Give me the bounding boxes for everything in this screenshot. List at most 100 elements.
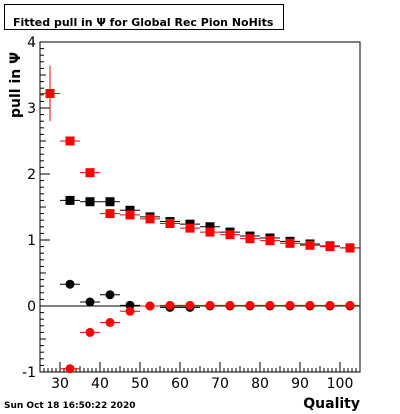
data-point: [60, 136, 80, 146]
square-marker: [105, 209, 115, 219]
circle-marker: [85, 327, 95, 337]
circle-marker: [305, 300, 315, 310]
data-point: [260, 300, 280, 310]
data-point: [280, 300, 300, 310]
data-point: [100, 290, 120, 300]
square-marker: [125, 205, 135, 215]
circle-marker: [145, 301, 155, 311]
data-point: [300, 240, 320, 250]
data-point: [180, 223, 200, 233]
square-marker: [205, 227, 215, 237]
data-marks: [40, 65, 360, 374]
square-marker: [345, 243, 355, 253]
circle-marker: [265, 300, 275, 310]
square-marker: [245, 234, 255, 244]
data-point: [280, 238, 300, 248]
square-marker: [145, 214, 155, 224]
square-marker: [65, 136, 75, 146]
data-point: [80, 297, 100, 307]
square-marker: [225, 230, 235, 240]
x-tick-label: 100: [327, 376, 354, 392]
data-point: [140, 214, 160, 224]
square-marker: [105, 197, 115, 207]
circle-marker: [105, 318, 115, 327]
data-point: [100, 197, 120, 207]
data-point: [80, 197, 100, 207]
y-axis-label: pull in Ψ: [8, 52, 24, 118]
data-point: [200, 227, 220, 237]
y-tick-label: 2: [27, 167, 36, 183]
datestamp: Sun Oct 18 16:50:22 2020: [4, 401, 136, 411]
data-point: [220, 230, 240, 240]
circle-marker: [205, 300, 215, 310]
data-point: [60, 364, 80, 374]
data-point: [100, 209, 120, 219]
circle-marker: [65, 279, 75, 289]
y-tick-label: 0: [27, 299, 36, 315]
square-marker: [85, 168, 95, 178]
x-axis: 30 40 50 60 70 80 90 100: [39, 362, 361, 392]
data-point: [80, 327, 100, 337]
circle-marker: [65, 364, 75, 374]
square-marker: [125, 210, 135, 220]
circle-marker: [285, 300, 295, 310]
y-tick-label: 3: [27, 101, 36, 117]
data-point: [340, 300, 360, 310]
data-point: [260, 236, 280, 246]
data-point: [320, 300, 340, 310]
data-point: [40, 65, 60, 122]
data-point: [140, 301, 160, 311]
data-point: [300, 300, 320, 310]
circle-marker: [345, 300, 355, 310]
data-point: [240, 300, 260, 310]
x-tick-label: 80: [251, 376, 269, 392]
x-tick-label: 30: [51, 376, 69, 392]
x-axis-label: Quality: [303, 396, 360, 412]
square-marker: [185, 223, 195, 233]
square-marker: [305, 240, 315, 250]
data-point: [160, 219, 180, 228]
data-point: [160, 300, 180, 310]
y-axis: -1 0 1 2 3 4: [22, 35, 50, 381]
x-tick-label: 70: [211, 376, 229, 392]
circle-marker: [225, 300, 235, 310]
square-marker: [285, 238, 295, 248]
square-marker: [325, 242, 335, 252]
x-tick-label: 50: [131, 376, 149, 392]
data-point: [240, 234, 260, 244]
data-point: [320, 242, 340, 252]
data-point: [180, 300, 200, 310]
series-1: [40, 65, 360, 253]
chart-title: Fitted pull in Ψ for Global Rec Pion NoH…: [13, 16, 274, 29]
data-point: [340, 243, 360, 253]
circle-marker: [185, 300, 195, 310]
x-tick-label: 90: [291, 376, 309, 392]
data-point: [80, 168, 100, 178]
circle-marker: [85, 297, 95, 307]
y-tick-label: 4: [27, 35, 36, 51]
x-tick-label: 40: [91, 376, 109, 392]
data-point: [100, 318, 120, 327]
x-tick-label: 60: [171, 376, 189, 392]
data-point: [200, 300, 220, 310]
square-marker: [85, 197, 95, 207]
circle-marker: [165, 300, 175, 310]
title-box: Fitted pull in Ψ for Global Rec Pion NoH…: [4, 4, 284, 30]
circle-marker: [125, 306, 135, 316]
data-point: [220, 300, 240, 310]
data-point: [60, 279, 80, 289]
data-point: [120, 210, 140, 220]
circle-marker: [245, 300, 255, 310]
data-point: [120, 306, 140, 316]
data-point: [60, 195, 80, 205]
circle-marker: [105, 290, 115, 300]
square-marker: [45, 88, 55, 98]
series-3: [60, 300, 360, 374]
square-marker: [165, 219, 175, 228]
square-marker: [65, 195, 75, 205]
square-marker: [205, 222, 215, 232]
y-tick-label: -1: [22, 365, 36, 381]
square-marker: [265, 236, 275, 246]
